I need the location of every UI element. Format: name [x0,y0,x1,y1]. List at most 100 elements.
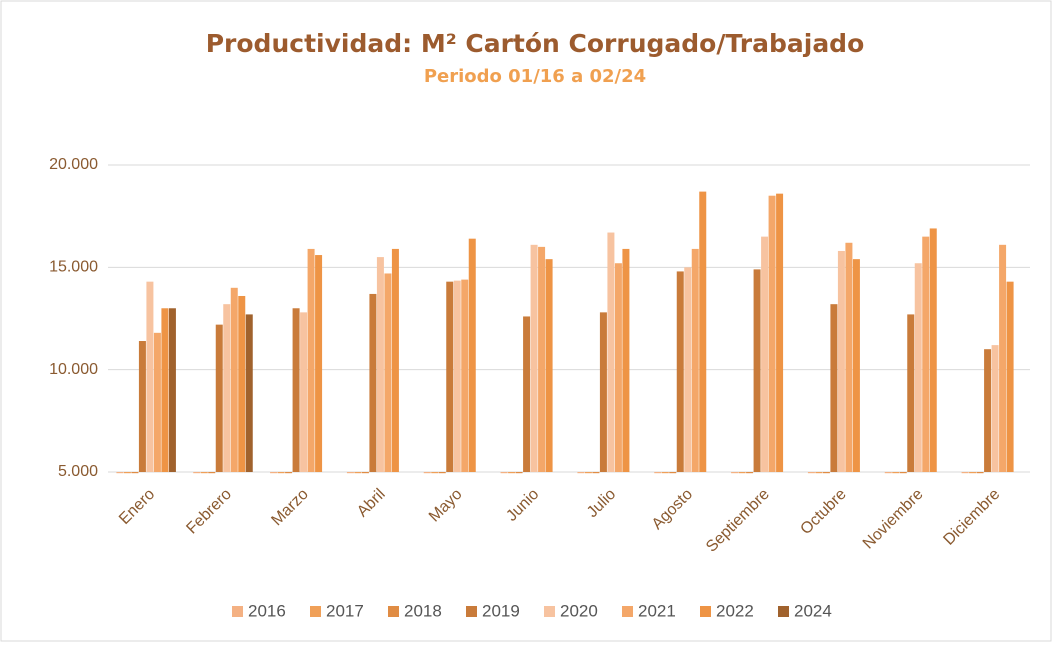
bar [238,295,246,472]
bar [761,236,769,472]
bar [684,267,692,472]
bar [431,472,439,474]
legend-swatch [310,606,321,617]
bar [654,472,662,474]
bar [907,314,915,472]
bar [991,345,999,472]
legend-swatch [622,606,633,617]
legend-label: 2024 [794,601,832,620]
bar [768,195,776,472]
bar [508,472,516,474]
bar [438,472,446,474]
legend-swatch [388,606,399,617]
legend-label: 2022 [716,601,754,620]
bar [391,248,399,472]
bar [830,304,838,472]
bar [676,271,684,472]
bar [138,341,146,472]
bar [277,472,285,474]
bar [193,472,201,474]
bar [961,472,969,474]
bar [614,263,622,472]
bar [208,472,216,474]
legend-label: 2018 [404,601,442,620]
legend-label: 2020 [560,601,598,620]
bar [453,280,461,472]
bar [292,308,300,472]
bar [307,248,315,472]
bar [815,472,823,474]
bar [922,236,930,472]
legend-swatch [232,606,243,617]
bar [384,273,392,472]
bar [200,472,208,474]
bar [545,259,553,472]
bar [622,248,630,472]
bar [223,304,231,472]
bar [661,472,669,474]
bar [969,472,977,474]
bar [753,269,761,472]
bar [746,472,754,474]
bar [577,472,585,474]
bar [376,257,384,472]
bar [446,281,454,472]
legend-label: 2017 [326,601,364,620]
legend-swatch [544,606,555,617]
bar [245,314,253,472]
bar [929,228,937,472]
bar [500,472,508,474]
bar [530,244,538,472]
bar [168,308,176,472]
bar [300,312,308,472]
bar [776,193,784,473]
bar [607,232,615,472]
bar [538,246,546,472]
bar [899,472,907,474]
bar [361,472,369,474]
bar [914,263,922,472]
bar [691,248,699,472]
bar [523,316,531,472]
y-tick-label: 20.000 [49,156,98,173]
bar [354,472,362,474]
bar [161,308,169,472]
y-tick-label: 5.000 [58,463,98,480]
bar [738,472,746,474]
bar [215,324,223,472]
bar [976,472,984,474]
bar [892,472,900,474]
bar [315,255,323,472]
bar [731,472,739,474]
bar [699,191,707,472]
legend-swatch [778,606,789,617]
bar [131,472,139,474]
bar [584,472,592,474]
bar [270,472,278,474]
chart-subtitle: Periodo 01/16 a 02/24 [424,66,646,87]
bar [146,281,154,472]
bar [669,472,677,474]
bar [369,293,377,472]
bar [592,472,600,474]
bar [845,242,853,472]
bar [230,287,238,472]
bar [599,312,607,472]
bar [837,250,845,472]
bar [123,472,131,474]
bar [346,472,354,474]
bar [461,279,469,472]
legend-swatch [466,606,477,617]
legend-label: 2021 [638,601,676,620]
bar [153,332,161,472]
bar [116,472,124,474]
bar [884,472,892,474]
bar [468,238,476,472]
bar [984,349,992,472]
bar [285,472,293,474]
y-tick-label: 15.000 [49,259,98,276]
bar [852,259,860,472]
bar [515,472,523,474]
chart-title: Productividad: M² Cartón Corrugado/Traba… [206,29,865,58]
